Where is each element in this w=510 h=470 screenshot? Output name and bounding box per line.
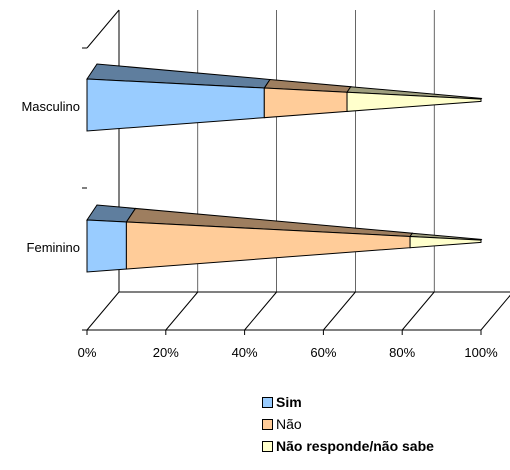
legend-swatch-nao — [262, 418, 273, 430]
bar-feminino-0 — [86, 219, 127, 273]
cone-feminino — [86, 204, 483, 273]
legend-swatch-nao-responde — [262, 440, 273, 452]
legend-item-sim: Sim — [262, 391, 434, 413]
x-tick-label-1: 20% — [153, 345, 179, 360]
floor-line-2 — [244, 291, 277, 331]
bar-masculino-1 — [263, 87, 348, 119]
x-tick-label-4: 80% — [389, 345, 415, 360]
legend: Sim Não Não responde/não sabe — [262, 391, 434, 457]
category-label-feminino: Feminino — [27, 240, 80, 255]
category-label-masculino: Masculino — [21, 99, 80, 114]
legend-item-nao-responde: Não responde/não sabe — [262, 435, 434, 457]
grid-layer — [86, 10, 510, 331]
legend-label-nao-responde: Não responde/não sabe — [276, 438, 434, 454]
x-tick-label-3: 60% — [310, 345, 336, 360]
bars-layer — [86, 63, 483, 273]
legend-swatch-sim — [262, 396, 273, 408]
x-tick-label-2: 40% — [232, 345, 258, 360]
floor-line-4 — [401, 291, 435, 331]
floor-line-1 — [165, 291, 199, 331]
x-tick-label-5: 100% — [464, 345, 498, 360]
legend-label-sim: Sim — [276, 394, 302, 410]
side-wall-edge — [86, 9, 120, 49]
floor-line-3 — [323, 291, 356, 331]
cone-masculino — [86, 63, 483, 132]
legend-item-nao: Não — [262, 413, 434, 435]
bar-masculino-2 — [346, 91, 482, 112]
axes-layer — [82, 9, 482, 335]
floor-line-0 — [86, 291, 120, 331]
bar-feminino-2 — [409, 235, 482, 249]
labels-layer: 0% 20% 40% 60% 80% 100% Masculino Feminino — [21, 99, 498, 360]
legend-label-nao: Não — [276, 416, 302, 432]
bar-masculino-0 — [86, 78, 265, 132]
floor-line-5 — [480, 294, 510, 331]
x-tick-label-0: 0% — [78, 345, 97, 360]
